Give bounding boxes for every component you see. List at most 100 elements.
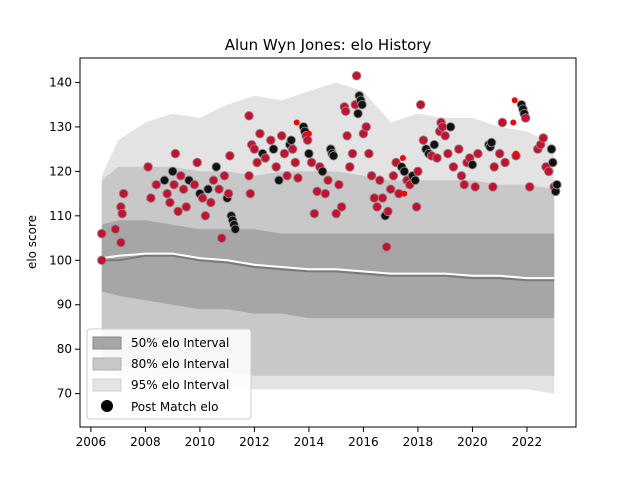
data-point (437, 122, 448, 132)
data-point (293, 173, 303, 183)
data-point (225, 151, 235, 161)
data-point (524, 182, 535, 192)
data-point (312, 186, 322, 197)
data-point (494, 148, 505, 159)
data-point (413, 166, 423, 177)
data-point (334, 179, 344, 190)
data-point (552, 179, 562, 190)
x-tick-label: 2006 (76, 435, 107, 449)
x-tick-label: 2010 (185, 435, 216, 449)
data-point (176, 171, 186, 181)
data-point (467, 159, 478, 170)
data-point (271, 162, 281, 172)
data-point (260, 153, 271, 163)
data-point (255, 128, 265, 139)
data-point (383, 206, 393, 217)
data-point (357, 99, 367, 110)
data-point (448, 162, 459, 172)
data-point (211, 162, 222, 172)
data-point (189, 179, 200, 190)
data-point (245, 188, 256, 199)
data-point (178, 184, 189, 194)
chart-title: Alun Wyn Jones: elo History (225, 36, 432, 54)
data-point (219, 171, 230, 181)
data-point (345, 162, 355, 172)
data-point (287, 144, 298, 154)
data-point (244, 111, 254, 121)
data-point (538, 133, 549, 143)
x-tick-label: 2008 (130, 435, 161, 449)
data-point (214, 184, 224, 194)
data-point (268, 144, 279, 154)
data-point (302, 135, 313, 145)
data-point (381, 242, 392, 252)
data-point (165, 197, 175, 208)
plot-frame (79, 57, 577, 428)
data-point (252, 157, 262, 168)
small-data-point (513, 150, 519, 157)
data-point (320, 188, 331, 199)
legend-label-80: 80% elo Interval (131, 357, 229, 371)
data-point (388, 171, 399, 181)
data-point (410, 175, 420, 186)
data-point (500, 157, 510, 168)
data-point (116, 237, 126, 248)
y-tick-label: 90 (57, 298, 72, 312)
x-tick-label: 2020 (457, 435, 488, 449)
data-point (432, 153, 442, 163)
data-point (167, 166, 178, 177)
small-data-point (510, 119, 517, 126)
data-point (366, 171, 377, 181)
data-point (276, 131, 287, 141)
data-point (520, 113, 531, 123)
data-point (411, 202, 422, 212)
data-point (351, 71, 362, 81)
y-tick-label: 110 (49, 209, 72, 223)
data-point (151, 179, 162, 190)
data-point (328, 151, 339, 161)
data-point (445, 122, 456, 132)
legend-label-post-match: Post Match elo (131, 400, 218, 414)
data-point (97, 255, 107, 266)
legend-label-50: 50% elo Interval (131, 336, 229, 350)
data-point (440, 131, 450, 141)
small-data-point (399, 155, 406, 161)
small-data-point (401, 190, 408, 197)
data-point (364, 148, 374, 159)
data-point (543, 166, 554, 177)
data-point (415, 99, 426, 110)
legend-swatch-80 (92, 357, 122, 371)
y-tick-label: 70 (57, 387, 72, 401)
legend-marker-post-match (101, 400, 113, 412)
data-point (459, 179, 470, 190)
data-point (304, 148, 314, 159)
data-point (279, 148, 290, 159)
data-point (399, 166, 410, 177)
data-point (342, 131, 352, 141)
data-point (169, 179, 179, 190)
data-point (216, 233, 227, 243)
data-point (203, 184, 213, 194)
data-point (309, 208, 320, 219)
data-point (456, 171, 467, 181)
data-point (170, 148, 181, 159)
data-point (110, 224, 121, 234)
data-point (377, 193, 388, 203)
data-point (197, 193, 208, 203)
x-tick-label: 2022 (512, 435, 543, 449)
data-point (375, 175, 385, 186)
data-point (546, 144, 557, 154)
data-point (473, 148, 483, 159)
data-point (173, 206, 183, 217)
y-tick-label: 80 (57, 342, 72, 356)
data-point (230, 224, 241, 234)
data-point (97, 228, 107, 239)
data-point (369, 193, 380, 203)
data-point (488, 182, 498, 192)
data-point (385, 184, 396, 194)
data-point (323, 175, 333, 186)
data-point (192, 157, 202, 168)
x-tick-label: 2018 (403, 435, 434, 449)
small-data-point (305, 130, 312, 137)
